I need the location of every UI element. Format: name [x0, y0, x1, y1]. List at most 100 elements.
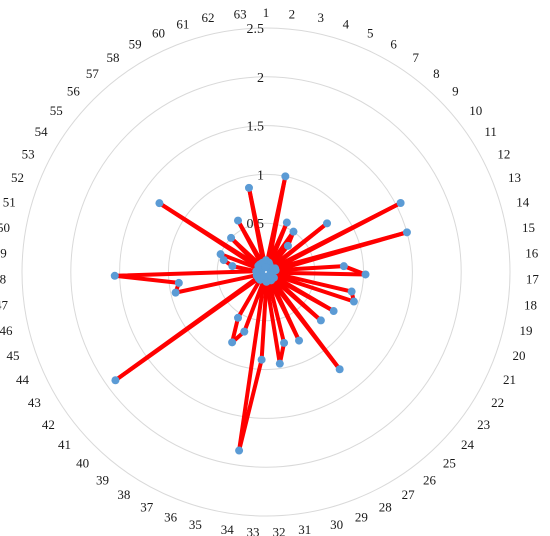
data-point-17 — [361, 270, 370, 279]
radar-grid — [21, 27, 511, 517]
data-point-36 — [240, 327, 249, 336]
data-point-7 — [289, 227, 298, 236]
grid-ring-5 — [21, 27, 511, 517]
data-point-31 — [275, 359, 284, 368]
series-line-segment — [268, 270, 368, 277]
grid-ring-4 — [70, 76, 462, 468]
category-label-12: 12 — [497, 146, 510, 161]
category-label-36: 36 — [164, 509, 178, 524]
data-point-19 — [347, 287, 356, 296]
series-line-segment — [246, 185, 268, 270]
data-point-50 — [228, 262, 237, 271]
series-line-segment — [236, 277, 263, 320]
series-line-segment — [229, 235, 262, 267]
r-tick-label: 1 — [257, 168, 264, 183]
category-label-9: 9 — [452, 83, 459, 98]
series-line-segment — [242, 277, 267, 334]
category-label-14: 14 — [516, 195, 530, 210]
category-label-7: 7 — [412, 50, 419, 65]
data-point-48 — [110, 271, 119, 280]
series-line-segment — [265, 274, 302, 343]
category-label-3: 3 — [318, 10, 325, 25]
data-point-37 — [228, 338, 237, 347]
category-label-29: 29 — [355, 509, 368, 524]
series-line-segment — [259, 279, 269, 362]
series-line-segment — [112, 269, 259, 278]
category-label-57: 57 — [86, 66, 100, 81]
series-line-segment — [267, 273, 323, 323]
r-tick-label: 2.5 — [247, 22, 265, 37]
data-point-28 — [295, 336, 304, 345]
category-label-24: 24 — [461, 437, 475, 452]
category-label-34: 34 — [221, 522, 235, 536]
series-line-segment — [273, 200, 403, 271]
category-label-19: 19 — [519, 323, 532, 338]
category-label-50: 50 — [0, 220, 10, 235]
series-line-segment — [157, 201, 261, 268]
data-point-10 — [323, 219, 332, 228]
data-point-63 — [261, 263, 270, 272]
category-label-25: 25 — [443, 456, 456, 471]
data-point-42 — [111, 376, 120, 385]
category-label-62: 62 — [201, 10, 214, 25]
radar-series — [112, 174, 409, 453]
data-point-16 — [339, 262, 348, 271]
series-line-segment — [230, 315, 241, 345]
data-point-26 — [335, 365, 344, 374]
data-point-30 — [280, 338, 289, 347]
category-label-5: 5 — [367, 25, 374, 40]
series-line-segment — [268, 270, 354, 294]
category-label-54: 54 — [35, 124, 49, 139]
category-label-22: 22 — [491, 395, 504, 410]
data-point-8 — [283, 241, 292, 250]
category-label-33: 33 — [247, 525, 260, 536]
category-label-17: 17 — [526, 271, 540, 286]
r-tick-label: 1.5 — [247, 120, 265, 135]
category-label-53: 53 — [22, 146, 35, 161]
category-label-28: 28 — [379, 499, 392, 514]
data-point-34 — [235, 446, 244, 455]
category-label-44: 44 — [16, 372, 30, 387]
category-label-39: 39 — [96, 472, 109, 487]
data-point-38 — [234, 313, 243, 322]
category-label-58: 58 — [107, 50, 120, 65]
category-label-31: 31 — [298, 522, 311, 536]
data-point-52 — [216, 250, 225, 259]
category-label-35: 35 — [189, 517, 202, 532]
category-label-42: 42 — [42, 417, 55, 432]
series-line-segment — [173, 273, 259, 295]
series-line-segment — [273, 264, 346, 273]
category-label-32: 32 — [272, 525, 285, 536]
grid-ring-3 — [119, 125, 413, 419]
data-point-62 — [244, 183, 253, 192]
category-label-40: 40 — [76, 456, 89, 471]
category-label-47: 47 — [0, 297, 9, 312]
category-label-15: 15 — [522, 220, 535, 235]
category-label-1: 1 — [263, 5, 270, 20]
category-label-30: 30 — [330, 517, 343, 532]
category-label-16: 16 — [525, 246, 539, 261]
data-point-51 — [219, 256, 228, 265]
category-label-21: 21 — [503, 372, 516, 387]
category-label-38: 38 — [117, 487, 130, 502]
data-point-46 — [171, 288, 180, 297]
series-line-segment — [273, 230, 409, 273]
series-line-segment — [269, 278, 342, 372]
category-label-2: 2 — [289, 6, 296, 21]
r-tick-label: 2 — [257, 71, 264, 86]
category-label-27: 27 — [402, 487, 416, 502]
category-label-6: 6 — [390, 37, 397, 52]
data-point-22 — [329, 307, 338, 316]
category-label-60: 60 — [152, 25, 165, 40]
series-line-segment — [271, 275, 336, 314]
series-line-segment — [266, 174, 288, 265]
category-label-55: 55 — [50, 103, 63, 118]
category-label-45: 45 — [7, 348, 20, 363]
radar-markers — [110, 172, 411, 455]
category-label-59: 59 — [129, 37, 142, 52]
series-line-segment — [264, 279, 282, 366]
data-point-47 — [174, 278, 183, 287]
category-label-63: 63 — [234, 6, 247, 21]
category-label-52: 52 — [11, 170, 24, 185]
